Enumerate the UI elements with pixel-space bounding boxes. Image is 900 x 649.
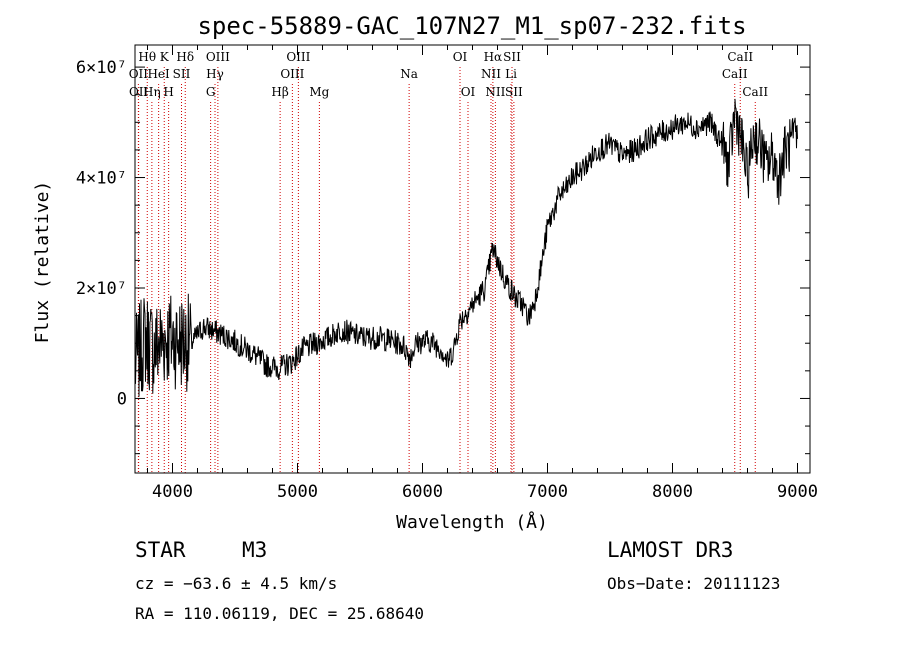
x-tick-label: 8000 <box>652 482 693 502</box>
line-label: Hθ <box>138 50 156 64</box>
line-label: Hα <box>484 50 503 64</box>
y-tick-label: 0 <box>117 389 127 409</box>
line-label: Mg <box>309 85 329 99</box>
line-label: NII <box>481 67 501 81</box>
line-label: Na <box>400 67 418 81</box>
line-label: Hγ <box>206 67 224 81</box>
x-tick-label: 5000 <box>277 482 318 502</box>
line-label: OII <box>129 67 149 81</box>
line-label: G <box>206 85 216 99</box>
line-label: CaII <box>742 85 768 99</box>
x-tick-label: 4000 <box>152 482 193 502</box>
x-tick-label: 6000 <box>402 482 443 502</box>
y-tick-label: 2×10⁷ <box>76 279 127 299</box>
y-tick-label: 4×10⁷ <box>76 169 127 189</box>
object-type: STAR <box>135 538 186 562</box>
plot-frame <box>134 44 811 474</box>
coordinates: RA = 110.06119, DEC = 25.68640 <box>135 604 424 623</box>
line-label: Hη <box>143 85 161 99</box>
line-label: CaII <box>722 67 748 81</box>
line-label: SII <box>173 67 191 81</box>
spectrum-series <box>134 98 798 397</box>
x-tick-label: 7000 <box>527 482 568 502</box>
spectrum-line <box>134 98 798 397</box>
line-label: K <box>160 50 170 64</box>
line-label: OIII <box>286 50 310 64</box>
line-label: Hβ <box>271 85 288 99</box>
redshift-velocity: cz = −63.6 ± 4.5 km/s <box>135 574 338 593</box>
line-label: OIII <box>280 67 304 81</box>
object-subclass: M3 <box>242 538 268 562</box>
line-label: SII <box>505 85 523 99</box>
chart-title: spec-55889-GAC_107N27_M1_sp07-232.fits <box>197 12 746 40</box>
line-label: SII <box>503 50 521 64</box>
line-label: OI <box>461 85 476 99</box>
observation-date: Obs−Date: 20111123 <box>607 574 781 593</box>
survey-name: LAMOST DR3 <box>607 538 734 562</box>
x-tick-label: 9000 <box>777 482 818 502</box>
line-label: OII <box>129 85 149 99</box>
line-label: NII <box>485 85 505 99</box>
y-tick-label: 6×10⁷ <box>76 58 127 78</box>
line-label: Hδ <box>176 50 194 64</box>
line-label: HeI <box>147 67 170 81</box>
plot-axes: 4000 5000 6000 7000 8000 9000 0 2×10⁷ 4×10⁷ 6×10⁷ <box>76 44 818 502</box>
chart-labels: spec-55889-GAC_107N27_M1_sp07-232.fits W… <box>32 12 747 533</box>
line-label: CaII <box>727 50 753 64</box>
line-label: OIII <box>206 50 230 64</box>
line-label: OI <box>453 50 468 64</box>
line-label: Li <box>505 67 517 81</box>
y-axis-label: Flux (relative) <box>32 181 53 344</box>
x-axis-label: Wavelength (Å) <box>396 511 548 533</box>
line-label: H <box>163 85 173 99</box>
